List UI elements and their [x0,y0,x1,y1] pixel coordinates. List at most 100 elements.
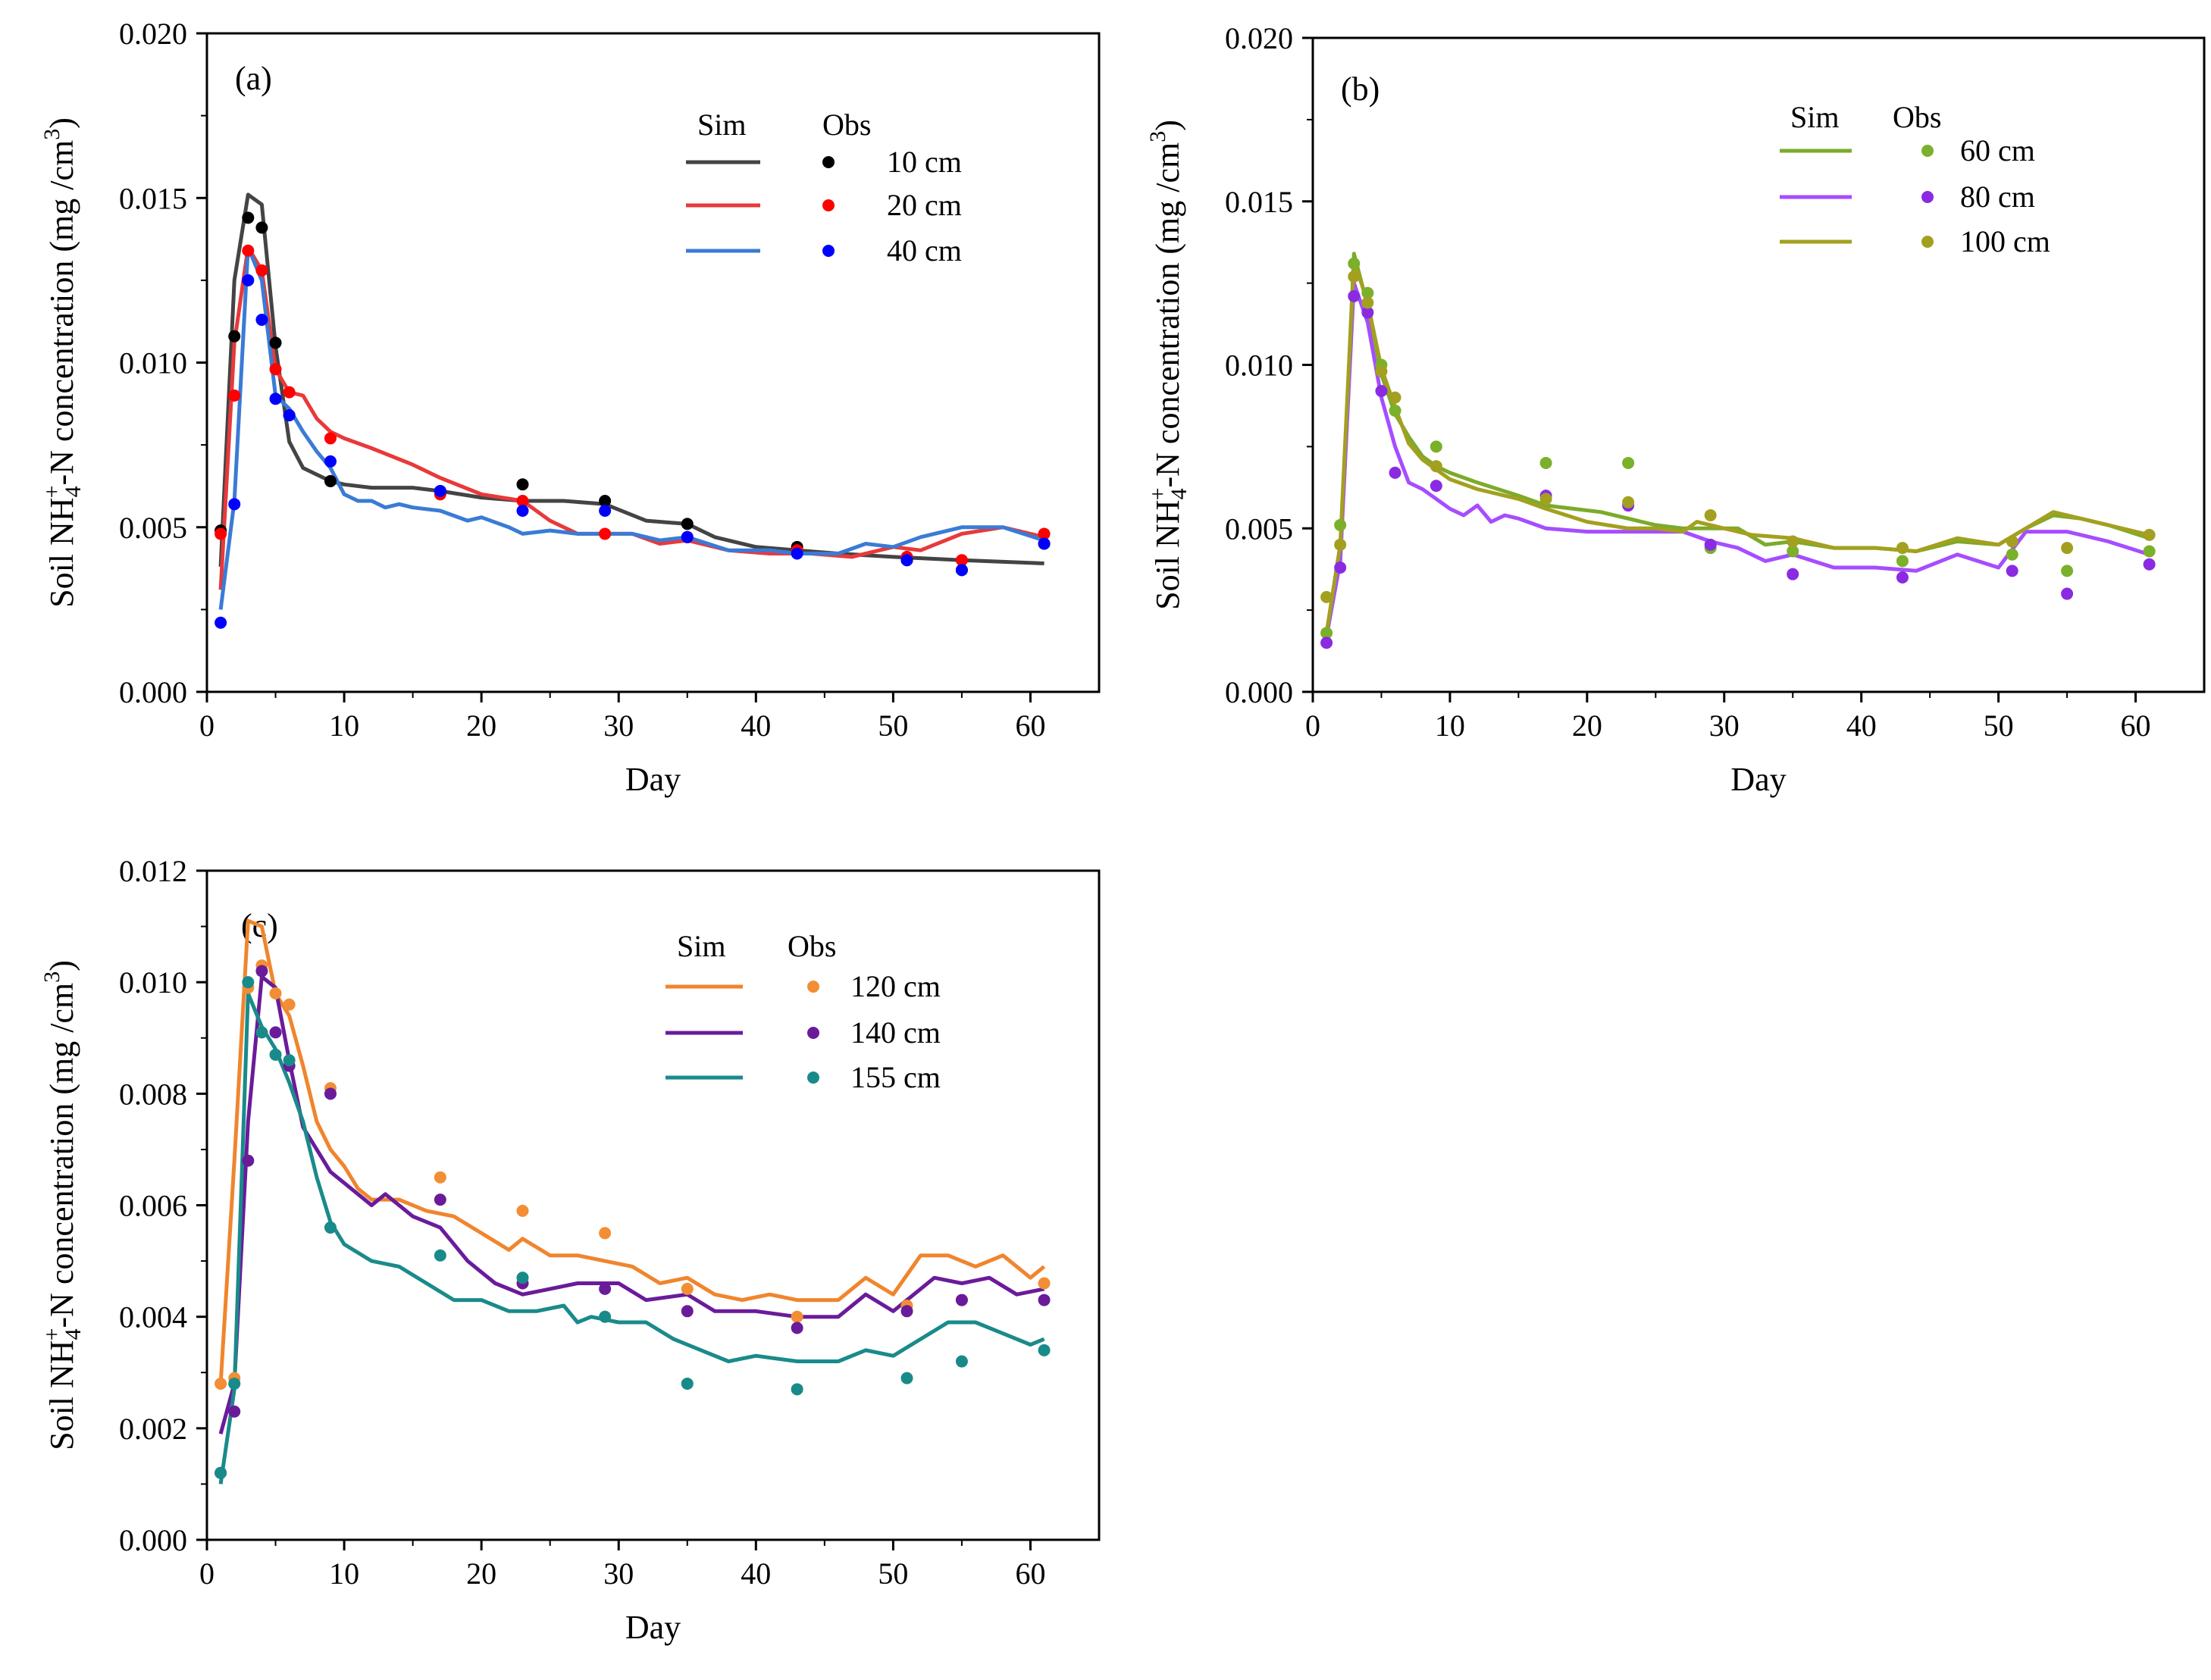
sim-line-80-cm [1324,281,2150,637]
x-tick-label: 20 [1572,709,1602,743]
obs-point-10-cm [324,474,337,487]
y-axis-title-text: Soil NH [43,1340,80,1450]
obs-point-80-cm [1320,637,1333,649]
legend-label: 10 cm [887,145,962,179]
obs-point-20-cm [516,494,529,507]
y-axis-title-text: ) [43,117,80,129]
y-axis-title-subscript: 4 [1167,488,1192,499]
y-axis-title: Soil NH4+-N concentration (mg /cm3) [39,117,86,608]
obs-point-20-cm [242,244,255,257]
obs-point-20-cm [599,527,612,540]
y-axis-title-unit-superscript: 3 [39,971,64,983]
obs-point-80-cm [2143,558,2156,571]
obs-point-10-cm [242,211,255,224]
legend-header-obs: Obs [1893,100,1941,134]
y-tick-label: 0.010 [119,346,187,380]
obs-point-100-cm [1622,496,1635,508]
obs-point-60-cm [1787,545,1799,558]
obs-point-60-cm [1622,456,1635,469]
obs-point-40-cm [324,455,337,468]
legend-label: 40 cm [887,233,962,267]
obs-point-155-cm [255,1026,268,1039]
obs-point-60-cm [1348,257,1361,270]
legend-header-sim: Sim [1790,100,1839,134]
obs-point-20-cm [228,389,241,402]
obs-point-20-cm [269,363,282,376]
obs-point-20-cm [215,527,227,540]
obs-point-40-cm [434,484,446,497]
obs-point-120-cm [1038,1277,1051,1290]
obs-point-120-cm [269,987,282,1000]
x-tick-label: 50 [878,1556,908,1591]
obs-point-100-cm [1361,296,1374,309]
legend-label: 80 cm [1960,180,2035,214]
obs-point-80-cm [2061,587,2074,600]
y-axis-title-unit-superscript: 3 [39,129,64,140]
sim-line-155-cm [218,991,1045,1484]
obs-point-10-cm [228,330,241,343]
x-tick-label: 0 [199,709,215,743]
obs-point-120-cm [215,1377,227,1390]
obs-point-100-cm [1430,460,1442,473]
y-axis-title-text: ) [1149,120,1186,131]
x-tick-label: 50 [878,709,908,743]
y-tick-label: 0.008 [119,1077,187,1111]
x-axis-title: Day [1730,761,1786,798]
obs-point-100-cm [1375,365,1388,378]
legend-obs-swatch [807,1072,819,1084]
obs-point-100-cm [1539,493,1552,505]
y-tick-label: 0.010 [119,965,187,1000]
y-tick-label: 0.000 [119,1523,187,1557]
panel-c-chart: 0 10 20 30 40 50 60 0.000 0.002 0.004 0.006 0.008 0.… [39,854,1101,1646]
obs-point-20-cm [324,432,337,445]
legend-header-sim: Sim [677,929,725,963]
obs-point-40-cm [283,409,296,422]
y-tick-label: 0.005 [1225,512,1293,546]
obs-point-140-cm [791,1322,803,1334]
sim-line-40-cm [218,245,1045,610]
obs-point-10-cm [269,336,282,349]
x-tick-label: 20 [466,1556,496,1591]
y-tick-label: 0.010 [1225,349,1293,383]
x-tick-label: 0 [199,1556,215,1591]
panel-label: (a) [235,60,272,97]
obs-point-10-cm [255,221,268,234]
x-tick-label: 50 [1984,709,2014,743]
obs-point-100-cm [1896,542,1909,555]
obs-point-40-cm [1038,537,1051,550]
obs-point-20-cm [955,554,968,567]
obs-point-80-cm [1896,571,1909,583]
y-tick-label: 0.002 [119,1412,187,1446]
x-tick-label: 20 [466,709,496,743]
y-tick-label: 0.004 [119,1300,187,1334]
legend-obs-swatch [1921,145,1934,157]
obs-point-80-cm [2006,565,2018,577]
obs-point-60-cm [1430,440,1442,453]
y-tick-label: 0.006 [119,1189,187,1223]
obs-point-120-cm [599,1227,612,1240]
legend-label: 20 cm [887,188,962,222]
y-tick-label: 0.020 [1225,21,1293,55]
legend-obs-swatch [822,199,835,211]
x-tick-label: 30 [1709,709,1740,743]
legend-header-obs: Obs [822,108,871,142]
obs-point-80-cm [1389,466,1401,479]
obs-point-155-cm [1038,1344,1051,1356]
y-axis-title-unit-superscript: 3 [1145,131,1170,142]
obs-point-100-cm [1389,391,1401,404]
obs-point-40-cm [516,505,529,518]
obs-point-40-cm [242,274,255,286]
x-axis-title: Day [625,761,681,798]
legend-label: 140 cm [850,1015,941,1050]
legend-header-sim: Sim [697,108,746,142]
obs-point-60-cm [2006,548,2018,561]
x-tick-label: 40 [741,709,771,743]
x-tick-label: 30 [603,1556,634,1591]
legend-obs-swatch [807,1027,819,1039]
obs-point-120-cm [283,998,296,1011]
y-axis-title-subscript: 4 [61,486,86,497]
obs-point-140-cm [228,1405,241,1418]
obs-point-155-cm [269,1048,282,1061]
legend-label: 60 cm [1960,133,2035,167]
obs-point-10-cm [599,494,612,507]
